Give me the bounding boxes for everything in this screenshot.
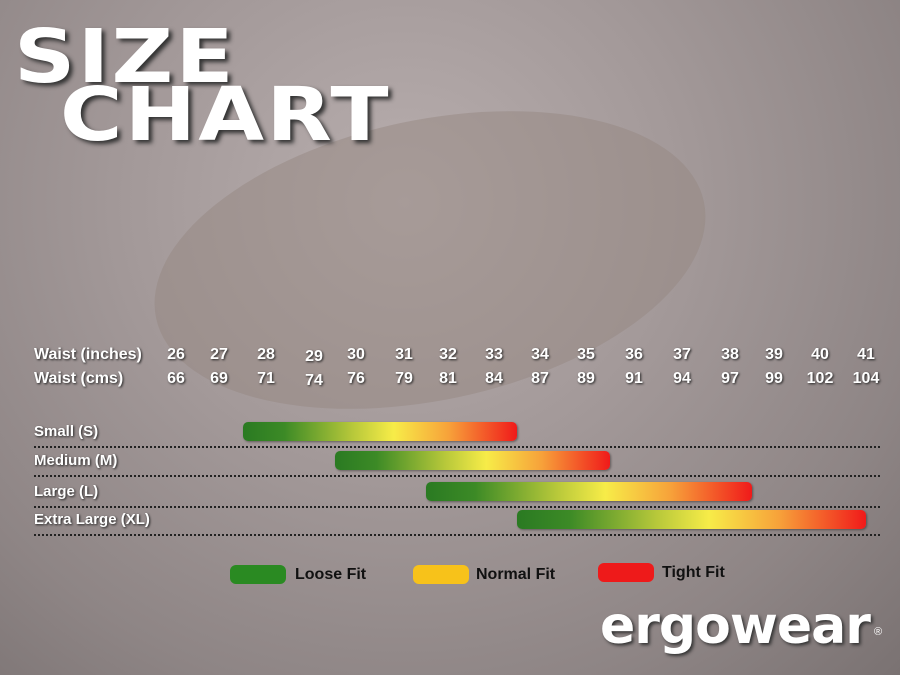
size-range-bar <box>242 422 517 441</box>
size-label: Small (S) <box>34 423 99 440</box>
legend-swatch-loose <box>230 565 286 584</box>
legend-label-normal: Normal Fit <box>476 566 556 583</box>
waist-cms-value: 97 <box>721 370 739 387</box>
waist-inches-value: 26 <box>167 346 185 363</box>
waist-inches-value: 37 <box>673 346 691 363</box>
row-divider <box>34 506 880 508</box>
row-divider <box>34 534 880 536</box>
size-range-bar <box>517 510 866 529</box>
waist-cms-value: 76 <box>347 370 365 387</box>
waist-cms-value: 99 <box>765 370 783 387</box>
waist-cms-value: 84 <box>485 370 503 387</box>
waist-cms-value: 89 <box>577 370 595 387</box>
waist-inches-value: 41 <box>857 346 875 363</box>
waist-cms-value: 87 <box>531 370 549 387</box>
waist-cms-value: 66 <box>167 370 185 387</box>
waist-cms-value: 91 <box>625 370 643 387</box>
waist-inches-value: 30 <box>347 346 365 363</box>
waist-cms-value: 104 <box>852 370 880 387</box>
row-label-cms: Waist (cms) <box>34 370 124 387</box>
waist-inches-value: 31 <box>395 346 413 363</box>
waist-inches-value: 39 <box>765 346 783 363</box>
title-line-2: CHART <box>60 72 391 158</box>
waist-inches-value: 27 <box>210 346 228 363</box>
waist-inches-value: 38 <box>721 346 739 363</box>
waist-cms-value: 71 <box>257 370 275 387</box>
size-label: Extra Large (XL) <box>34 511 150 528</box>
legend-swatch-normal <box>413 565 469 584</box>
waist-inches-value: 35 <box>577 346 595 363</box>
waist-cms-value: 81 <box>439 370 457 387</box>
size-label: Large (L) <box>34 483 99 500</box>
waist-inches-value: 33 <box>485 346 503 363</box>
legend-swatch-tight <box>598 563 654 582</box>
waist-inches-value: 34 <box>531 346 549 363</box>
title-line-1: SIZE <box>14 14 237 100</box>
waist-cms-value: 79 <box>395 370 413 387</box>
registered-mark: ® <box>874 626 883 638</box>
row-divider <box>34 446 880 448</box>
waist-inches-value: 32 <box>439 346 457 363</box>
waist-inches-value: 36 <box>625 346 643 363</box>
size-range-bar <box>426 482 752 501</box>
waist-cms-value: 74 <box>305 372 323 389</box>
size-label: Medium (M) <box>34 452 118 469</box>
waist-inches-value: 29 <box>305 348 323 365</box>
size-range-bar <box>335 451 610 470</box>
waist-cms-value: 94 <box>673 370 691 387</box>
legend-label-loose: Loose Fit <box>295 566 367 583</box>
row-label-inches: Waist (inches) <box>34 346 142 363</box>
legend-label-tight: Tight Fit <box>662 564 725 581</box>
waist-cms-value: 102 <box>806 370 834 387</box>
ergowear-logo: ergowear <box>600 596 871 656</box>
waist-inches-value: 40 <box>811 346 829 363</box>
row-divider <box>34 475 880 477</box>
waist-cms-value: 69 <box>210 370 228 387</box>
waist-inches-value: 28 <box>257 346 275 363</box>
